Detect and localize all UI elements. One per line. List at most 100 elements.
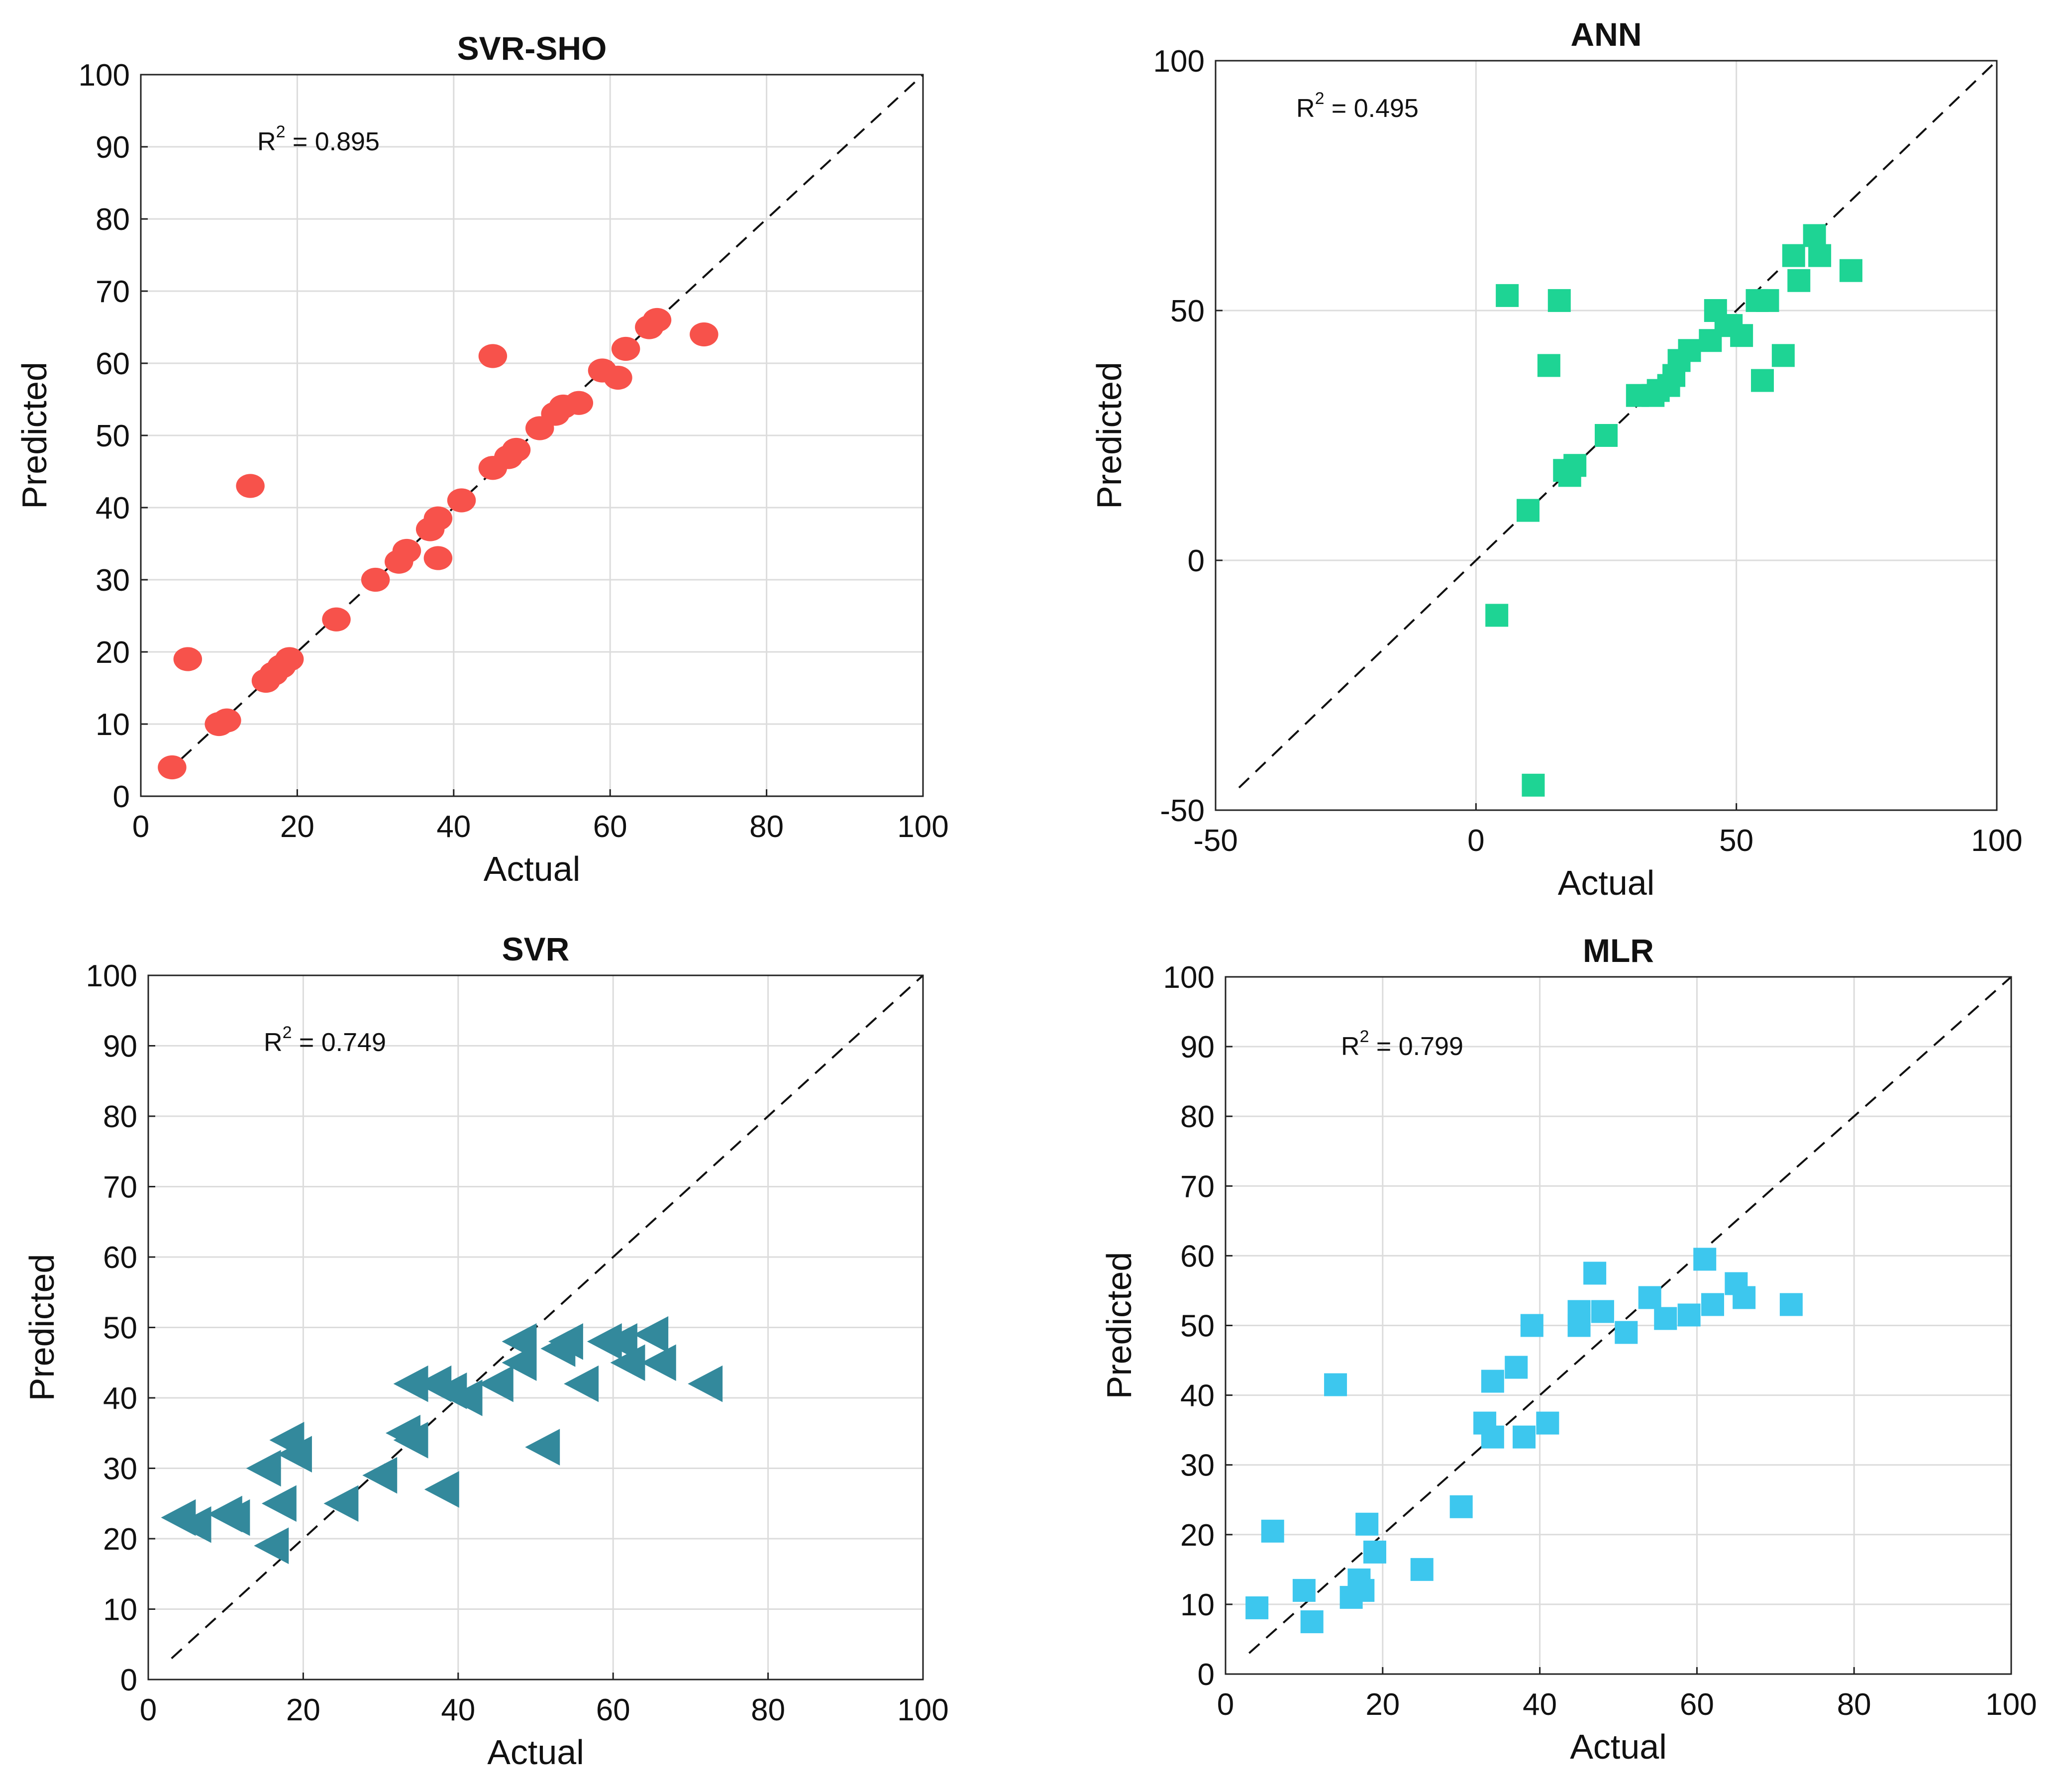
data-point (688, 1365, 723, 1402)
chart-title: SVR-SHO (457, 30, 607, 67)
r-squared-annotation: R2 = 0.895 (257, 122, 380, 156)
y-tick-label: 10 (1180, 1588, 1215, 1622)
data-point (1485, 604, 1509, 627)
data-point (424, 1471, 459, 1508)
x-tick-label: 60 (593, 810, 627, 844)
x-tick-label: 20 (280, 810, 314, 844)
data-point (1595, 424, 1618, 447)
x-tick-label: 60 (1680, 1687, 1714, 1722)
y-tick-label: 60 (1180, 1239, 1215, 1273)
x-tick-label: 40 (1523, 1687, 1557, 1722)
data-point (1567, 1314, 1591, 1337)
y-tick-label: 70 (1180, 1169, 1215, 1204)
data-point (1756, 289, 1779, 312)
data-point (1496, 284, 1519, 307)
data-point (275, 647, 304, 671)
x-tick-label: 60 (596, 1693, 630, 1727)
y-tick-label: 70 (96, 275, 130, 309)
data-point (1505, 1356, 1528, 1379)
y-axis-label: Predicted (15, 362, 54, 509)
chart-title: ANN (1571, 16, 1642, 53)
data-point (478, 344, 508, 368)
x-axis-label: Actual (1558, 863, 1655, 902)
data-point (1513, 1425, 1536, 1449)
data-point (1787, 269, 1811, 292)
y-tick-label: 50 (1170, 294, 1205, 328)
x-tick-label: 50 (1719, 824, 1753, 858)
data-point (1751, 369, 1774, 392)
y-tick-label: 100 (86, 959, 137, 993)
axes-frame (1215, 60, 1998, 811)
y-tick-label: 40 (103, 1381, 137, 1416)
data-point (1638, 1286, 1661, 1309)
data-point (525, 1429, 560, 1466)
x-tick-label: 40 (441, 1693, 475, 1727)
data-point (1355, 1512, 1379, 1536)
data-point (1410, 1558, 1434, 1581)
data-point (447, 1379, 483, 1416)
data-point (423, 506, 453, 530)
reference-line (1238, 60, 1998, 789)
data-point (1522, 773, 1545, 797)
y-tick-label: 20 (96, 635, 130, 670)
data-point (1300, 1610, 1324, 1633)
x-tick-label: 80 (1837, 1687, 1871, 1722)
y-tick-label: 30 (1180, 1449, 1215, 1483)
data-point (362, 1457, 398, 1494)
x-tick-label: 0 (1217, 1687, 1234, 1722)
y-tick-label: 0 (1198, 1658, 1215, 1692)
data-point (502, 1344, 537, 1381)
data-point (447, 488, 476, 513)
y-tick-label: 100 (1163, 960, 1215, 995)
x-axis-label: Actual (487, 1733, 584, 1772)
data-point (277, 1436, 312, 1473)
data-point (1449, 1495, 1473, 1518)
data-point (548, 1323, 583, 1360)
y-tick-label: 100 (1153, 44, 1205, 79)
chart-title: MLR (1583, 932, 1654, 969)
x-tick-label: 80 (749, 810, 784, 844)
data-point (215, 1499, 250, 1536)
x-tick-label: -50 (1193, 824, 1238, 858)
y-tick-label: 90 (103, 1030, 137, 1064)
y-axis-label: Predicted (1090, 362, 1129, 509)
data-point (502, 437, 531, 462)
y-tick-label: 30 (103, 1452, 137, 1486)
data-point (1563, 454, 1587, 477)
data-point (1803, 224, 1826, 247)
y-tick-label: 90 (96, 130, 130, 165)
data-point (254, 1527, 289, 1564)
y-tick-label: 40 (1180, 1379, 1215, 1413)
reference-line (171, 974, 924, 1660)
data-point (1678, 339, 1701, 362)
x-axis-label: Actual (484, 849, 581, 888)
data-point (1517, 499, 1540, 522)
data-point (1245, 1596, 1269, 1619)
data-point (642, 308, 672, 332)
y-tick-label: 70 (103, 1170, 137, 1205)
data-point (1520, 1314, 1543, 1337)
data-point (564, 1365, 599, 1402)
chart-panel-1: 0 20 40 60 80 100 0 10 20 30 40 50 60 70 80 90 100 SVR-SH… (15, 30, 949, 888)
data-point (633, 1316, 669, 1353)
y-tick-label: 50 (96, 419, 130, 453)
y-tick-label: 80 (103, 1100, 137, 1134)
x-tick-label: 0 (132, 810, 149, 844)
x-tick-label: 100 (1985, 1687, 2037, 1722)
data-point (158, 755, 187, 780)
y-tick-label: 30 (96, 563, 130, 598)
chart-panel-4: 0 20 40 60 80 100 0 10 20 30 40 50 60 70 80 90 100 MLR Act… (1100, 932, 2037, 1766)
data-point (564, 391, 594, 415)
data-point (1654, 1307, 1677, 1330)
data-point (641, 1344, 676, 1381)
y-tick-label: 100 (79, 58, 130, 93)
y-tick-label: 0 (113, 780, 130, 814)
data-point (611, 336, 640, 361)
y-tick-label: 0 (120, 1663, 137, 1697)
y-tick-label: 80 (1180, 1100, 1215, 1134)
y-tick-label: 10 (96, 708, 130, 742)
data-point (604, 365, 632, 390)
chart-panel-2: -50 0 50 100 -50 0 50 100 ANN Actual Predicted R2 =… (1090, 16, 2023, 902)
data-point (392, 538, 421, 563)
